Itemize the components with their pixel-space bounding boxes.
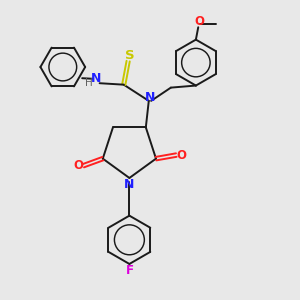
Text: O: O bbox=[73, 159, 83, 172]
Text: O: O bbox=[195, 16, 205, 28]
Text: N: N bbox=[91, 72, 101, 85]
Text: H: H bbox=[85, 78, 93, 88]
Text: N: N bbox=[145, 91, 155, 103]
Text: F: F bbox=[125, 264, 134, 277]
Text: S: S bbox=[125, 49, 134, 62]
Text: N: N bbox=[124, 178, 135, 191]
Text: O: O bbox=[177, 148, 187, 162]
